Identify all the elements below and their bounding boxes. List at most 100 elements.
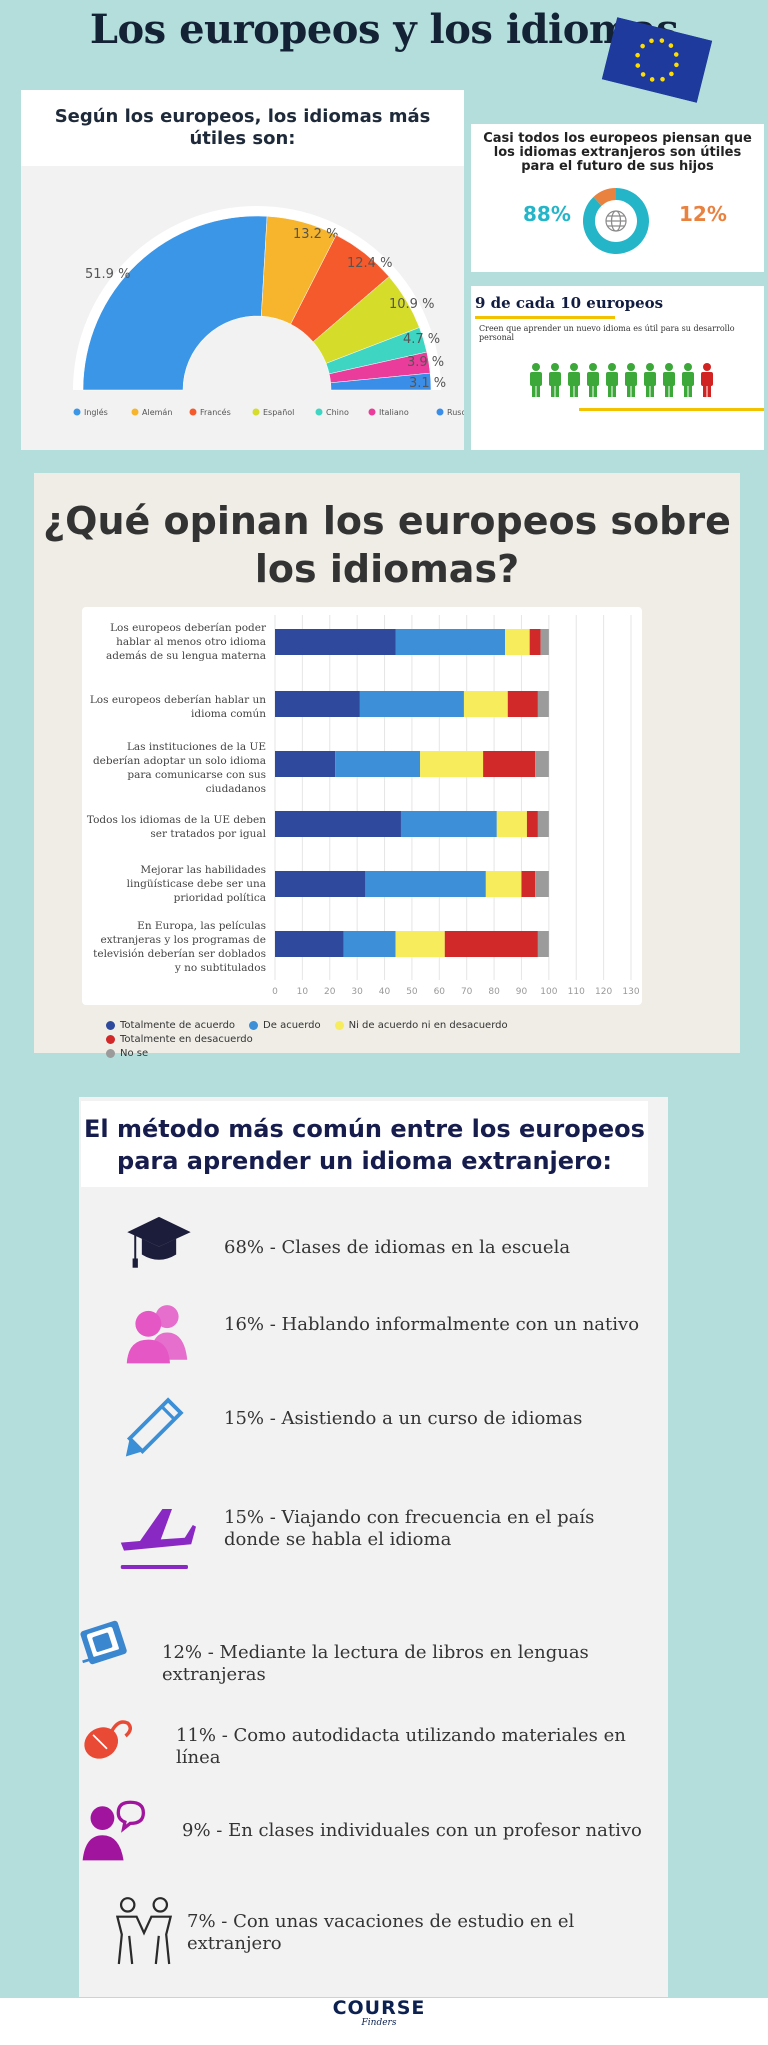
percent-left-value: 88% [523,202,571,226]
nine-of-ten-panel: 9 de cada 10 europeos Creen que aprender… [471,286,764,450]
opinion-panel: ¿Qué opinan los europeos sobre los idiom… [34,473,740,1059]
pie-legend-label: Chino [326,408,349,417]
person-icon [682,363,694,397]
x-tick-label: 60 [434,987,446,997]
pie-legend-dot [368,408,376,416]
x-tick-label: 20 [324,987,336,997]
x-tick-label: 30 [351,987,363,997]
pie-value-label: 51.9 % [85,267,130,282]
methods-panel: El método más común entre los europeos p… [79,1097,668,1997]
logo-sub-text: Finders [361,2018,397,2028]
donut-slice [583,188,649,254]
pie-panel: Según los europeos, los idiomas más útil… [21,90,464,450]
pie-legend-label: Español [263,408,294,417]
people-icon [126,1305,188,1364]
legend-item: Ni de acuerdo ni en desacuerdo [334,1020,508,1031]
person-icon [530,363,542,397]
x-tick-label: 110 [568,987,585,997]
methods-title: El método más común entre los europeos p… [84,1115,645,1175]
flag-star [640,43,645,49]
bar-segment [420,751,484,777]
category-label: Las instituciones de la UE deberían adop… [92,741,266,795]
book-icon [80,1620,127,1665]
person-icon [587,363,599,397]
title-underline [475,316,615,319]
x-tick-label: 0 [272,987,278,997]
flag-star [649,77,655,82]
pie-title: Según los europeos, los idiomas más útil… [54,106,431,149]
flag-star [635,52,640,58]
pie-legend-dot [73,408,81,416]
travelers-icon [115,1897,173,1965]
x-tick-label: 130 [622,987,639,997]
flag-star [660,76,665,82]
pie-legend-dot [189,408,197,416]
legend-dot [106,1049,115,1058]
person-icon [644,363,656,397]
method-text: 11% - Como autodidacta utilizando materi… [176,1725,626,1768]
bar-segment [343,931,396,957]
people-row [530,363,713,397]
method-text: 15% - Viajando con frecuencia en el país… [224,1507,595,1550]
bar-segment [395,931,445,957]
legend-dot [249,1021,259,1030]
person-icon [549,363,561,397]
bar-segment [526,811,538,837]
flag-star [649,38,654,44]
bar-segment [537,931,549,957]
person-icon [606,363,618,397]
x-tick-label: 10 [297,987,309,997]
x-tick-label: 40 [379,987,391,997]
category-label: Mejorar las habilidades lingüísticase de… [126,864,266,904]
method-text: 9% - En clases individuales con un profe… [182,1820,642,1841]
flag-star [635,63,641,68]
nine-title: 9 de cada 10 europeos [475,294,664,312]
opinion-category-labels: Los europeos deberían poder hablar al me… [82,607,266,1005]
bar-segment [485,871,522,897]
bar-segment [335,751,421,777]
legend-item: De acuerdo [249,1020,321,1031]
bar-segment [400,811,497,837]
logo-main-text: COURSE [332,1997,426,2019]
flag-star [668,43,674,48]
bar-segment [275,751,336,777]
globe-icon [605,210,627,232]
bar-segment [507,691,538,717]
method-text: 7% - Con unas vacaciones de estudio en e… [187,1911,575,1954]
graduation-cap-icon [127,1216,191,1268]
opinion-legend: Totalmente de acuerdo De acuerdo Ni de acu… [106,1020,666,1062]
legend-dot [106,1021,115,1030]
bar-segment [275,811,401,837]
x-tick-label: 90 [516,987,528,997]
percent-right-value: 12% [679,202,727,226]
bar-segment [521,871,536,897]
pie-value-label: 10.9 % [389,297,434,312]
donut-chart [583,188,649,254]
method-text: 68% - Clases de idiomas en la escuela [224,1237,571,1258]
flag-star [659,38,665,43]
bar-segment [275,931,344,957]
pie-legend-label: Alemán [142,408,172,417]
bar-segment [537,691,549,717]
course-finders-logo[interactable]: COURSE Finders [332,1998,426,2034]
legend-item: Totalmente en desacuerdo [106,1034,253,1045]
pie-value-label: 3.9 % [407,355,444,370]
legend-label: Ni de acuerdo ni en desacuerdo [348,1020,508,1031]
legend-dot [106,1035,115,1044]
category-label: Todos los idiomas de la UE deben ser tra… [86,814,266,840]
speaking-person-icon [82,1800,146,1861]
legend-label: Totalmente de acuerdo [120,1020,236,1031]
pie-legend-dot [436,408,444,416]
category-label: Los europeos deberían hablar un idioma c… [89,694,266,720]
bottom-line [579,408,764,411]
bar-segment [505,629,530,655]
percent-title: Casi todos los europeos piensan que los … [483,131,752,174]
pie-slice [82,215,268,391]
person-icon [663,363,675,397]
pie-legend-dot [131,408,139,416]
opinion-bar-chart: 0 10 20 30 40 50 60 70 80 90 100 110 120 130 [272,615,640,997]
pie-value-label: 4.7 % [403,332,440,347]
method-text: 16% - Hablando informalmente con un nati… [224,1314,640,1335]
person-icon [568,363,580,397]
legend-item: No se [106,1048,148,1059]
